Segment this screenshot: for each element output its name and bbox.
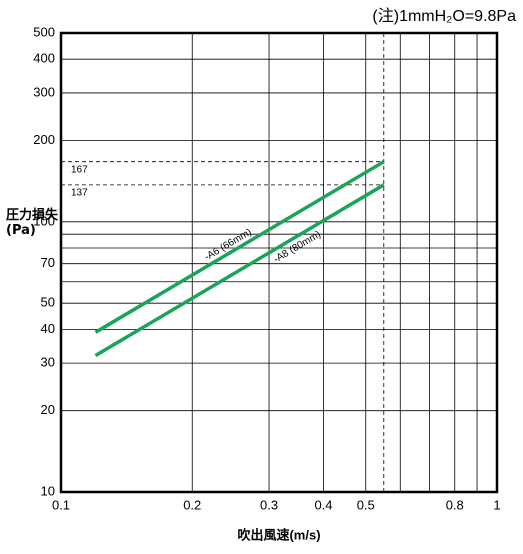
line [94,160,385,334]
y-tick-label: 300 [33,84,55,99]
x-tick-label: 0.4 [314,497,332,512]
x-tick-label: 0.8 [446,497,464,512]
y-tick-label: 70 [41,255,55,270]
y-tick-label: 20 [41,402,55,417]
y-tick-label: 400 [33,51,55,66]
reference-label: 137 [71,188,88,199]
x-axis-label: 吹出風速(m/s) [237,527,320,542]
x-tick-label: 0.3 [260,497,278,512]
line [94,183,385,358]
y-tick-label: 200 [33,132,55,147]
note: (注)1mmH₂O=9.8Pa [372,7,516,25]
y-tick-label: 50 [41,295,55,310]
y-axis-label: 圧力損失(Pa) [6,208,59,238]
y-tick-label: 500 [33,24,55,39]
y-tick-label: 40 [41,321,55,336]
x-tick-label: 0.2 [183,497,201,512]
x-tick-label: 0.5 [357,497,375,512]
reference-label: 167 [71,164,88,175]
y-tick-label: 30 [41,355,55,370]
y-tick-label: 10 [41,483,55,498]
x-tick-label: 1 [493,497,500,512]
y-tick-label: 100 [33,213,55,228]
x-tick-label: 0.1 [52,497,70,512]
plot-frame [59,31,499,494]
